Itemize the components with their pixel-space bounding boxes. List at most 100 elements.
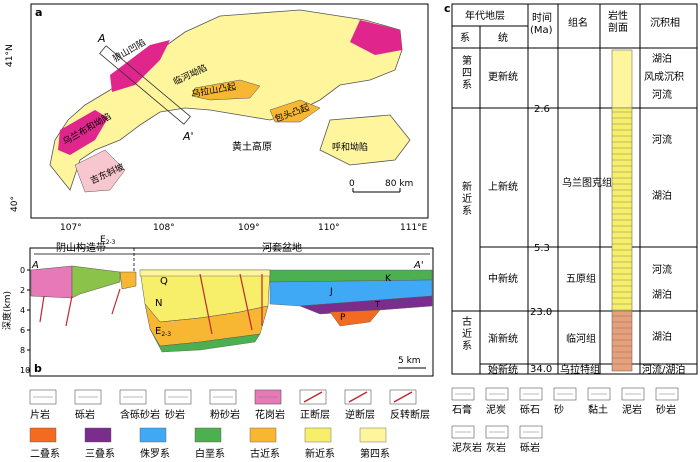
legend-lith-label: 砾岩 (520, 441, 540, 454)
legend-lith-label: 灰岩 (486, 441, 506, 454)
legend-area: 片岩 砾岩 含砾砂岩 砂岩 粉砂岩 花岗岩 正断层 逆断层 反转断层 二叠系 三叠系 侏罗系 白垩系古… (29, 387, 679, 460)
ytick-label: 10 (20, 366, 30, 375)
layer-triassic (299, 295, 433, 315)
header-facies: 沉积相 (650, 16, 680, 29)
header-system: 系 (460, 32, 470, 44)
hills-area (319, 114, 411, 166)
legend-rock-label: 砾岩 (75, 408, 95, 421)
section-line-aa (99, 45, 191, 125)
section-ylabel: 深度(km) (1, 291, 13, 330)
basin-north (110, 40, 170, 92)
slope-jidong (74, 149, 126, 193)
system-neogene: 新近系 (462, 180, 472, 217)
lat-label-41: 41°N (5, 44, 15, 67)
place-basin3: 呼和坳陷 (332, 141, 368, 153)
legend-rock-label: 砂岩 (165, 408, 185, 421)
header-lith: 岩性剖面 (608, 9, 628, 34)
series-pleistocene: 更新统 (488, 70, 518, 83)
lon-label-109: 109° (238, 223, 260, 233)
lith-paleogene (611, 310, 633, 372)
formation-wuyuan: 五原组 (566, 272, 596, 285)
facies-mi-river: 河流 (652, 263, 672, 276)
basin-southwest (58, 110, 108, 155)
scale-label: 80 km (385, 179, 413, 189)
header-time: 时间(Ma) (530, 11, 553, 36)
legend-lith-label: 砾石 (520, 403, 540, 416)
unit-n: N (155, 298, 162, 309)
time-23: 23.0 (530, 307, 552, 318)
legend-lith-label: 泥炭 (486, 403, 506, 416)
unit-q: Q (160, 276, 168, 287)
ytick-label: 6 (20, 326, 25, 335)
ytick-label: 4 (20, 306, 25, 315)
series-eocene: 始新统 (488, 363, 518, 376)
legend-lith-label: 泥岩 (622, 403, 642, 416)
lith-neogene (611, 107, 633, 312)
time-2-6: 2.6 (534, 104, 550, 115)
legend-lith-label: 泥灰岩 (452, 441, 482, 454)
lon-label-107: 107° (60, 223, 82, 233)
facies-eo: 河流/湖泊 (642, 363, 685, 376)
legend-systems: 二叠系 三叠系 侏罗系 白垩系 古近系 新近系 第四系 (29, 427, 390, 460)
belt-label: 阴山构造带 (56, 241, 106, 254)
system-quaternary: 第四系 (462, 54, 472, 91)
column-frame (451, 3, 698, 375)
series-pliocene: 上新统 (488, 180, 518, 193)
granite-block (30, 265, 73, 299)
legend-rocks: 片岩 砾岩 含砾砂岩 砂岩 粉砂岩 花岗岩 正断层 逆断层 反转断层 (29, 389, 430, 421)
unit-k: K (385, 274, 392, 284)
header-series: 统 (498, 31, 508, 44)
layer-permian (329, 309, 381, 327)
legend-rock-label: 含砾砂岩 (120, 408, 160, 421)
panel-b-label: b (34, 362, 42, 375)
legend-rock-label: 反转断层 (390, 408, 430, 421)
legend-system-label: 三叠系 (85, 448, 115, 460)
legend-system-swatch (139, 427, 167, 443)
place-loess: 黄土高原 (232, 140, 272, 153)
legend-fault-line (348, 391, 368, 403)
basin-label: 河套盆地 (262, 241, 302, 254)
basin-east (350, 20, 402, 55)
header-formation: 组名 (568, 16, 588, 29)
legend-fault-line (393, 391, 413, 403)
facies-pl-lake: 湖泊 (652, 190, 672, 202)
legend-fault-line (303, 391, 323, 403)
lon-label-111: 111°E (400, 223, 428, 233)
ytick-label: 2 (20, 286, 25, 295)
legend-lith-label: 砂 (554, 403, 564, 416)
legend-rock-label: 逆断层 (345, 408, 375, 421)
facies-ol-lake: 湖泊 (652, 331, 672, 343)
lon-label-110: 110° (318, 223, 340, 233)
unit-t: T (374, 300, 380, 309)
panel-b-section: b 阴山构造带 河套盆地 E2-3 A A' Q N E2-3 K J T P … (1, 235, 434, 377)
facies-pl-river: 河流 (652, 133, 672, 146)
header-strat: 年代地层 (465, 9, 505, 22)
schist-layer (71, 265, 121, 299)
section-label-a: A (97, 32, 106, 45)
e23-top-label: E2-3 (100, 235, 116, 246)
legend-lith-label: 黏土 (588, 403, 608, 416)
hetao-basin-area (49, 9, 403, 191)
basin-cretaceous-thin (149, 328, 261, 353)
time-5-3: 5.3 (534, 243, 550, 254)
lat-label-40: 40° (10, 196, 20, 212)
legend-system-swatch (29, 427, 57, 443)
legend-lith-label: 砂岩 (656, 403, 676, 416)
facies-mi-lake: 湖泊 (652, 289, 672, 301)
section-end: A' (413, 260, 424, 271)
lith-quaternary (611, 49, 633, 109)
legend-lith-label: 石膏 (452, 403, 472, 416)
legend-system-label: 新近系 (305, 447, 335, 460)
legend-system-swatch (194, 427, 222, 443)
system-paleogene: 古近系 (462, 315, 472, 352)
lon-label-108: 108° (153, 223, 175, 233)
facies-q-river: 河流 (652, 88, 672, 101)
panel-a-map: a A A' 狼山凹陷 乌兰布和坳陷 临河坳陷 乌拉山凸起 包头凸起 呼和坳陷 … (5, 3, 429, 233)
panel-a-label: a (35, 6, 42, 19)
legend-system-swatch (304, 427, 332, 443)
facies-q-eolian: 风成沉积 (644, 70, 684, 83)
panel-c-label: c (444, 2, 451, 15)
formation-wulantuke: 乌兰图克组 (562, 176, 612, 189)
time-34: 34.0 (530, 364, 552, 375)
